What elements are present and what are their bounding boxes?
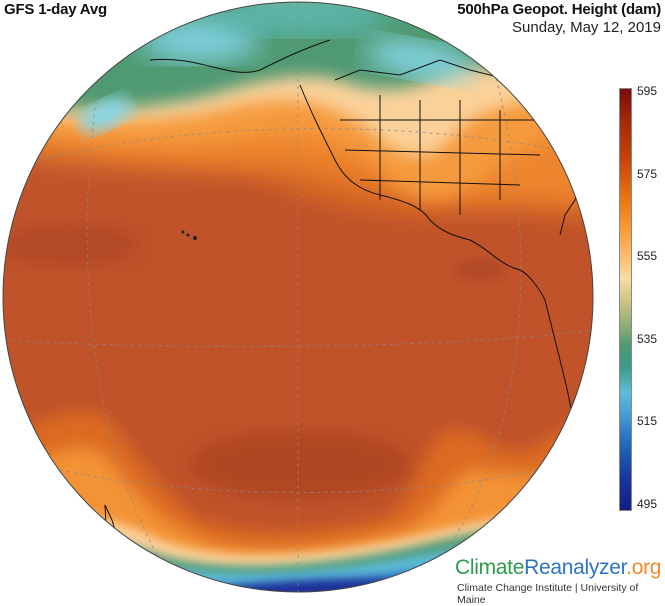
variable-title: 500hPa Geopot. Height (dam) [457, 1, 661, 18]
date-label: Sunday, May 12, 2019 [512, 19, 661, 36]
colorbar [619, 88, 632, 511]
globe-map [2, 1, 594, 593]
colorbar-tick-595: 595 [637, 84, 658, 98]
colorbar-tick-575: 575 [637, 167, 658, 181]
colorbar-tick-515: 515 [637, 414, 658, 428]
model-title: GFS 1-day Avg [4, 1, 107, 18]
colorbar-tick-535: 535 [637, 332, 658, 346]
brand-part-climate: Climate [455, 556, 525, 579]
institution-label: Climate Change Institute | University of… [457, 582, 639, 606]
colorbar-tick-495: 495 [637, 497, 658, 511]
brand-logo[interactable]: ClimateReanalyzer.org [455, 556, 661, 580]
brand-part-reanalyzer: Reanalyzer [524, 556, 627, 579]
colorbar-tick-555: 555 [637, 249, 658, 263]
brand-part-org: .org [626, 556, 662, 579]
